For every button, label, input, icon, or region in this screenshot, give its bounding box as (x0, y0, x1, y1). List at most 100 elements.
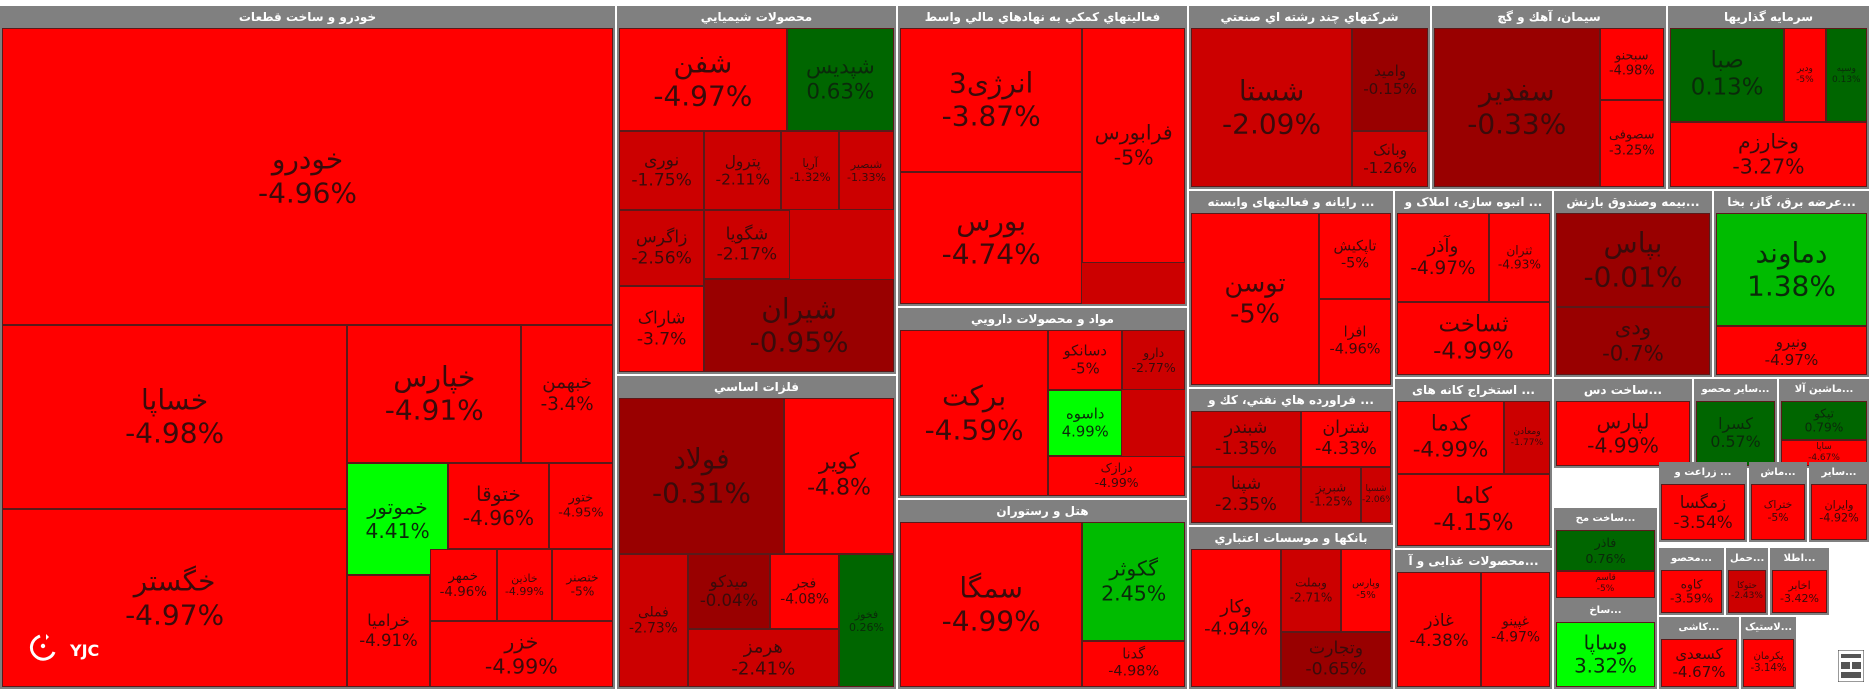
treemap-cell[interactable]: خاذین -4.99% (496, 548, 552, 622)
treemap-cell[interactable]: ودی -0.7% (1556, 306, 1710, 375)
treemap-cell[interactable]: وکار -4.94% (1191, 549, 1281, 687)
treemap-cell[interactable]: تپکو 0.79% (1781, 401, 1867, 440)
treemap-cell[interactable]: غپینو -4.97% (1481, 572, 1550, 687)
treemap-cell[interactable]: ودیر -5% (1784, 28, 1826, 122)
treemap-cell[interactable]: بورس -4.74% (900, 171, 1083, 304)
treemap-cell[interactable]: وخارزم -3.27% (1670, 121, 1867, 187)
treemap-cell[interactable]: هرمز -2.41% (687, 629, 839, 687)
treemap-cell[interactable]: خپارس -4.91% (347, 324, 522, 463)
treemap-cell[interactable]: افرا -4.96% (1319, 299, 1391, 385)
cell-change: -2.73% (628, 620, 678, 637)
treemap-cell[interactable]: ثتران -4.93% (1488, 213, 1550, 303)
treemap-cell[interactable]: کسرا 0.57% (1696, 401, 1775, 466)
cell-change: -0.33% (1467, 107, 1567, 141)
treemap-cell[interactable]: خودرو -4.96% (2, 28, 613, 325)
treemap-cell[interactable]: وآذر -4.97% (1397, 213, 1489, 303)
treemap-cell[interactable]: دسانکو -5% (1048, 330, 1123, 390)
treemap-cell[interactable]: فملی -2.73% (619, 554, 688, 687)
treemap-cell[interactable]: فاذر 0.76% (1556, 530, 1655, 571)
treemap-cell[interactable]: صبا 0.13% (1670, 28, 1785, 122)
treemap-cell[interactable]: شسپا -2.06% (1361, 467, 1391, 523)
treemap-cell[interactable]: کاما -4.15% (1397, 473, 1550, 546)
treemap-cell[interactable]: فولاد -0.31% (619, 398, 784, 555)
treemap-cell[interactable]: شتران -4.33% (1301, 411, 1391, 467)
treemap-cell[interactable]: شپدیس 0.63% (786, 28, 894, 132)
treemap-cell[interactable]: توسن -5% (1191, 213, 1319, 385)
treemap-cell[interactable]: وساپا 3.32% (1556, 622, 1655, 687)
treemap-cell[interactable]: برکت -4.59% (900, 330, 1049, 496)
treemap-cell[interactable]: ختور -4.95% (548, 462, 613, 549)
treemap-cell[interactable]: میدکو -0.04% (687, 554, 771, 630)
treemap-cell[interactable]: سبحنو -4.98% (1599, 28, 1664, 100)
treemap-cell[interactable]: دارو -2.77% (1122, 330, 1185, 390)
treemap-cell[interactable]: خرامیا -4.91% (347, 574, 430, 687)
treemap-cell[interactable]: شبصیر -1.33% (839, 131, 894, 211)
treemap-cell[interactable]: شپنا -2.35% (1191, 467, 1301, 523)
cell-label: لپارس -4.99% (1557, 409, 1689, 458)
treemap-cell[interactable]: قاسم -5% (1556, 570, 1655, 598)
treemap-cell[interactable]: ونیرو -4.97% (1716, 326, 1867, 375)
treemap-cell[interactable]: خساپا -4.98% (2, 324, 348, 510)
treemap-cell[interactable]: تاپکیش -5% (1319, 213, 1391, 299)
treemap-cell[interactable]: کسعدی -4.67% (1661, 639, 1737, 687)
cell-symbol: وامید (1373, 61, 1407, 80)
cell-label: فرابورس -5% (1083, 121, 1184, 170)
treemap-cell[interactable]: وپارس -5% (1341, 549, 1391, 632)
treemap-cell[interactable]: شگویا -2.17% (704, 210, 790, 280)
treemap-cell[interactable]: داسوه 4.99% (1048, 389, 1123, 457)
treemap-cell[interactable]: حتوکا -2.43% (1728, 570, 1766, 613)
treemap-cell[interactable]: وبملت -2.71% (1281, 549, 1341, 632)
treemap-cell[interactable]: نوری -1.75% (619, 131, 705, 211)
treemap-cell[interactable]: وبانک -1.26% (1352, 131, 1428, 187)
treemap-cell[interactable]: ثساخت -4.99% (1397, 302, 1550, 375)
cell-change: -4.97% (1764, 350, 1819, 369)
treemap-cell[interactable]: خزر -4.99% (429, 621, 613, 687)
treemap-cell[interactable]: سصوفی -3.25% (1599, 99, 1664, 187)
treemap-cell[interactable]: گدنا -4.98% (1082, 640, 1185, 687)
treemap-cell[interactable]: خمهر -4.96% (429, 548, 497, 622)
cell-label: زمگسا -3.54% (1662, 492, 1744, 532)
treemap-cell[interactable]: ساپا -4.67% (1781, 440, 1867, 466)
treemap-cell[interactable]: فرابورس -5% (1082, 28, 1185, 263)
treemap-cell[interactable]: وایران -4.92% (1811, 484, 1867, 540)
treemap-cell[interactable]: فجر -4.08% (770, 554, 839, 630)
treemap-cell[interactable]: شفن -4.97% (619, 28, 787, 132)
treemap-cell[interactable]: سفدیر -0.33% (1434, 28, 1600, 187)
treemap-cell[interactable]: آریا -1.32% (781, 131, 839, 211)
treemap-cell[interactable]: شبندر -1.35% (1191, 411, 1301, 467)
treemap-cell[interactable]: انرژی3 -3.87% (900, 28, 1083, 172)
treemap-cell[interactable]: ومعادن -1.77% (1504, 401, 1550, 474)
treemap-cell[interactable]: وتجارت -0.65% (1281, 631, 1391, 687)
treemap-cell[interactable]: پکرمان -3.14% (1743, 639, 1794, 687)
treemap-cell[interactable]: غاذر -4.38% (1397, 572, 1482, 687)
cell-symbol: شیران (761, 291, 837, 325)
treemap-cell[interactable]: شیران -0.95% (704, 279, 894, 372)
treemap-cell[interactable]: درازک -4.99% (1048, 456, 1185, 496)
grid-menu-icon[interactable] (1838, 650, 1864, 682)
treemap-cell[interactable]: کدما -4.99% (1397, 401, 1505, 474)
treemap-cell[interactable]: وامید -0.15% (1352, 28, 1428, 132)
treemap-cell[interactable]: ختصنر -5% (551, 548, 613, 622)
treemap-cell[interactable]: وسپه 0.13% (1825, 28, 1867, 122)
treemap-cell[interactable]: کاوه -3.59% (1661, 570, 1722, 613)
treemap-cell[interactable]: فخوز 0.26% (839, 554, 894, 687)
treemap-cell[interactable]: زاگرس -2.56% (619, 210, 705, 286)
treemap-cell[interactable]: زمگسا -3.54% (1661, 484, 1745, 540)
treemap-cell[interactable]: شستا -2.09% (1191, 28, 1353, 187)
treemap-cell[interactable]: کویر -4.8% (784, 398, 894, 555)
treemap-cell[interactable]: اخابر -3.42% (1772, 570, 1827, 613)
cell-label: ثتران -4.93% (1490, 243, 1549, 272)
treemap-cell[interactable]: شبریز -1.25% (1301, 467, 1361, 523)
treemap-cell[interactable]: پترول -2.11% (704, 131, 782, 211)
treemap-cell[interactable]: لپارس -4.99% (1556, 401, 1690, 466)
treemap-cell[interactable]: سمگا -4.99% (900, 522, 1083, 687)
treemap-cell[interactable]: ختراک -5% (1751, 484, 1805, 540)
treemap-cell[interactable]: خبهمن -3.4% (521, 324, 613, 463)
treemap-cell[interactable]: بپاس -0.01% (1556, 213, 1710, 307)
treemap-cell[interactable]: ختوقا -4.96% (448, 462, 549, 549)
treemap-cell[interactable]: گکوثر 2.45% (1082, 522, 1185, 641)
cell-symbol: خودرو (271, 142, 344, 176)
treemap-cell[interactable]: شاراک -3.7% (619, 286, 705, 372)
treemap-cell[interactable]: دماوند 1.38% (1716, 213, 1867, 327)
treemap-cell[interactable]: خگستر -4.97% (2, 509, 348, 687)
